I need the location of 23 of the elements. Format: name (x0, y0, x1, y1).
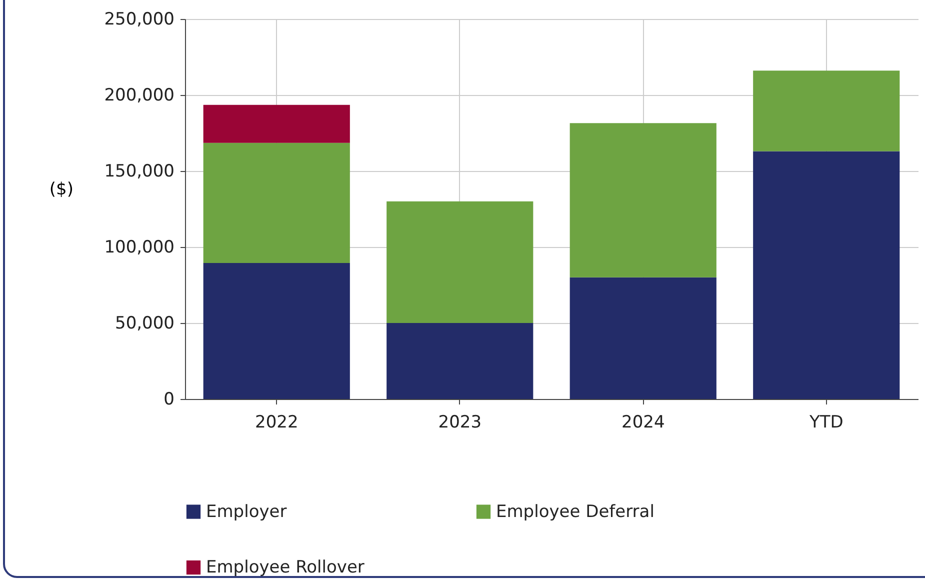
legend-label: Employee Deferral (496, 502, 654, 522)
legend-label: Employee Rollover (206, 558, 364, 578)
y-tick-label: 150,000 (104, 162, 174, 182)
bar (570, 277, 716, 399)
bar (570, 123, 716, 278)
bar (203, 142, 350, 263)
x-tick-label: 2023 (438, 412, 482, 432)
bar (203, 104, 350, 143)
bar (203, 262, 350, 399)
y-tick-label: 200,000 (104, 86, 174, 106)
x-tick-label: 2024 (621, 412, 665, 432)
y-tick-label: 50,000 (115, 314, 174, 334)
y-tick-label: 100,000 (104, 238, 174, 258)
bar (386, 323, 534, 399)
bar (386, 201, 534, 323)
x-tick-label: YTD (808, 412, 844, 432)
y-axis-title: ($) (49, 180, 74, 200)
y-tick-label: 0 (164, 390, 174, 410)
y-tick-label: 250,000 (104, 10, 174, 30)
bar (753, 70, 900, 152)
bar (753, 151, 900, 399)
x-tick-label: 2022 (254, 412, 298, 432)
legend-label: Employer (206, 502, 287, 522)
